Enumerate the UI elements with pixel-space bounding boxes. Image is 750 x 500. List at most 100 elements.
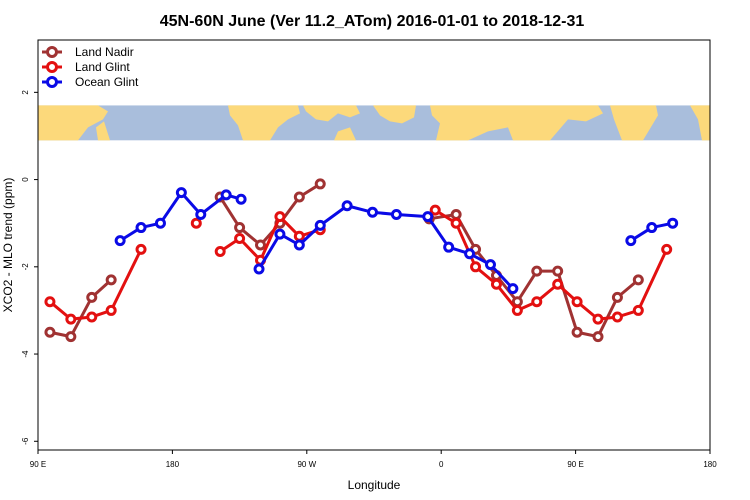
data-point-ocean-glint <box>484 259 496 271</box>
data-point-ocean-glint <box>154 217 166 229</box>
x-tick-label: 180 <box>166 460 180 469</box>
map-land-shape <box>38 105 108 141</box>
data-point-land-nadir <box>293 191 305 203</box>
data-point-land-glint <box>214 246 226 258</box>
data-point-land-nadir <box>105 274 117 286</box>
x-tick-label: 180 <box>703 460 717 469</box>
y-tick-label: -2 <box>21 263 30 271</box>
legend-label-land-nadir: Land Nadir <box>75 45 134 59</box>
data-point-ocean-glint <box>220 189 232 201</box>
data-point-land-nadir <box>611 291 623 303</box>
series-land-nadir <box>44 178 644 343</box>
y-tick-label: -6 <box>21 437 30 445</box>
x-axis-label: Longitude <box>348 478 401 492</box>
data-point-ocean-glint <box>314 219 326 231</box>
y-axis: 2 0 -2 -4 -6 <box>21 90 38 445</box>
data-point-land-glint <box>293 230 305 242</box>
map-land-shape <box>96 121 110 141</box>
series-ocean-glint <box>114 187 679 295</box>
legend: Land Nadir Land Glint Ocean Glint <box>42 45 139 89</box>
data-point-land-glint <box>490 278 502 290</box>
map-land-shape <box>373 105 416 124</box>
y-tick-label: 2 <box>21 90 30 95</box>
data-point-land-nadir <box>571 326 583 338</box>
data-point-land-glint <box>552 278 564 290</box>
legend-label-land-glint: Land Glint <box>75 60 130 74</box>
data-point-land-glint <box>234 232 246 244</box>
legend-marker-ocean-glint <box>46 76 58 88</box>
data-point-land-glint <box>429 204 441 216</box>
map-strip <box>38 105 710 141</box>
data-point-ocean-glint <box>341 200 353 212</box>
data-point-land-glint <box>86 311 98 323</box>
map-land-shape <box>690 105 710 141</box>
map-land-shape <box>228 105 300 141</box>
data-point-ocean-glint <box>367 206 379 218</box>
legend-item-land-glint: Land Glint <box>42 60 130 74</box>
data-point-land-glint <box>531 296 543 308</box>
data-point-ocean-glint <box>195 208 207 220</box>
data-point-land-nadir <box>511 296 523 308</box>
x-tick-label: 90 E <box>567 460 583 469</box>
data-point-land-glint <box>632 304 644 316</box>
data-point-land-nadir <box>44 326 56 338</box>
x-tick-label: 90 W <box>297 460 316 469</box>
data-point-land-glint <box>450 217 462 229</box>
series-land-glint <box>44 204 673 325</box>
data-point-land-glint <box>274 211 286 223</box>
data-point-land-glint <box>44 296 56 308</box>
data-point-ocean-glint <box>507 283 519 295</box>
map-land <box>38 105 710 141</box>
series-layer <box>44 178 679 343</box>
legend-item-land-nadir: Land Nadir <box>42 45 134 59</box>
data-point-land-glint <box>661 243 673 255</box>
data-point-land-nadir <box>632 274 644 286</box>
map-land-shape <box>303 105 360 122</box>
data-point-land-nadir <box>65 331 77 343</box>
data-point-ocean-glint <box>422 211 434 223</box>
legend-marker-land-nadir <box>46 46 58 58</box>
data-point-land-glint <box>135 243 147 255</box>
data-point-land-glint <box>571 296 583 308</box>
data-point-land-glint <box>592 313 604 325</box>
data-point-land-nadir <box>234 222 246 234</box>
chart-title: 45N-60N June (Ver 11.2_ATom) 2016-01-01 … <box>160 13 585 30</box>
map-land-shape <box>430 105 603 141</box>
y-tick-label: -4 <box>21 350 30 358</box>
data-point-ocean-glint <box>625 235 637 247</box>
data-point-ocean-glint <box>135 222 147 234</box>
legend-label-ocean-glint: Ocean Glint <box>75 75 139 89</box>
x-tick-label: 90 E <box>30 460 46 469</box>
map-ocean <box>38 105 710 141</box>
legend-marker-land-glint <box>46 61 58 73</box>
map-land-shape <box>610 105 658 141</box>
data-point-ocean-glint <box>667 217 679 229</box>
plot-frame <box>37 39 711 451</box>
data-point-land-glint <box>190 217 202 229</box>
data-point-ocean-glint <box>274 228 286 240</box>
data-point-land-nadir <box>86 291 98 303</box>
data-point-land-glint <box>105 304 117 316</box>
x-tick-label: 0 <box>439 460 444 469</box>
data-point-ocean-glint <box>464 248 476 260</box>
data-point-ocean-glint <box>114 235 126 247</box>
data-point-ocean-glint <box>175 187 187 199</box>
data-point-ocean-glint <box>646 222 658 234</box>
data-point-land-nadir <box>450 208 462 220</box>
data-point-land-glint <box>511 304 523 316</box>
data-point-land-nadir <box>531 265 543 277</box>
x-axis: 90 E 180 90 W 0 90 E 180 <box>30 450 717 469</box>
map-land-shape <box>334 127 356 141</box>
y-axis-label: XCO2 - MLO trend (ppm) <box>1 178 15 313</box>
data-point-land-nadir <box>255 239 267 251</box>
data-point-ocean-glint <box>253 263 265 275</box>
y-tick-label: 0 <box>21 177 30 182</box>
data-point-land-nadir <box>552 265 564 277</box>
data-point-ocean-glint <box>235 193 247 205</box>
data-point-land-glint <box>470 261 482 273</box>
data-point-ocean-glint <box>443 241 455 253</box>
data-point-ocean-glint <box>293 239 305 251</box>
data-point-ocean-glint <box>390 208 402 220</box>
